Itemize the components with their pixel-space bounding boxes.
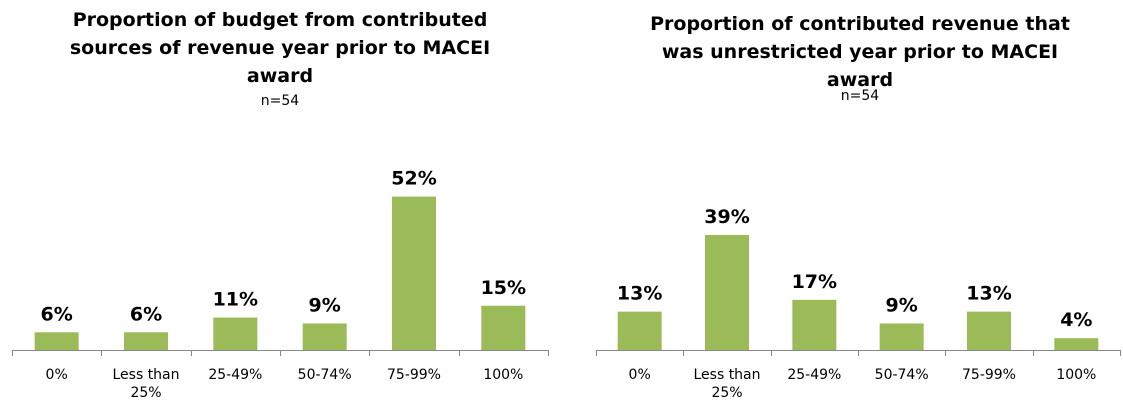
data-label: 4% — [1060, 309, 1092, 331]
bar — [302, 323, 347, 350]
bar — [34, 332, 79, 350]
data-label: 11% — [213, 289, 258, 311]
data-label: 9% — [886, 294, 918, 316]
chart-title: Proportion of contributed revenue that w… — [650, 13, 1070, 91]
x-tick-label: 0% — [628, 367, 651, 383]
data-label: 9% — [309, 294, 341, 316]
chart-title: Proportion of budget from contributed so… — [69, 9, 491, 87]
x-tick-label: 25-49% — [787, 367, 842, 383]
chart-subtitle: n=54 — [260, 93, 300, 109]
bar — [1054, 338, 1099, 350]
x-tick-label: 25-49% — [208, 367, 263, 383]
x-tick-label: 50-74% — [297, 367, 352, 383]
data-label: 39% — [704, 206, 749, 228]
bar — [705, 234, 749, 350]
data-label: 13% — [966, 283, 1011, 305]
data-label: 15% — [481, 277, 526, 299]
x-tick-label: 50-74% — [874, 367, 929, 383]
x-tick-label: Less than 25% — [112, 367, 180, 401]
bar — [124, 332, 168, 350]
x-tick-label: 100% — [1056, 367, 1097, 383]
bar — [617, 311, 662, 350]
bar — [967, 311, 1011, 350]
x-tick-label: Less than 25% — [693, 367, 761, 401]
data-label: 6% — [41, 303, 73, 325]
bar — [792, 299, 837, 350]
x-tick-label: 0% — [45, 367, 68, 383]
data-label: 6% — [130, 303, 162, 325]
bar — [481, 305, 526, 350]
bar — [213, 317, 258, 350]
data-label: 13% — [617, 283, 662, 305]
x-tick-label: 100% — [483, 367, 524, 383]
bar — [879, 323, 924, 350]
data-label: 52% — [391, 168, 436, 190]
x-tick-label: 75-99% — [387, 367, 441, 383]
data-label: 17% — [792, 271, 837, 293]
bar — [392, 196, 436, 350]
chart-subtitle: n=54 — [840, 88, 880, 104]
x-tick-label: 75-99% — [962, 367, 1016, 383]
